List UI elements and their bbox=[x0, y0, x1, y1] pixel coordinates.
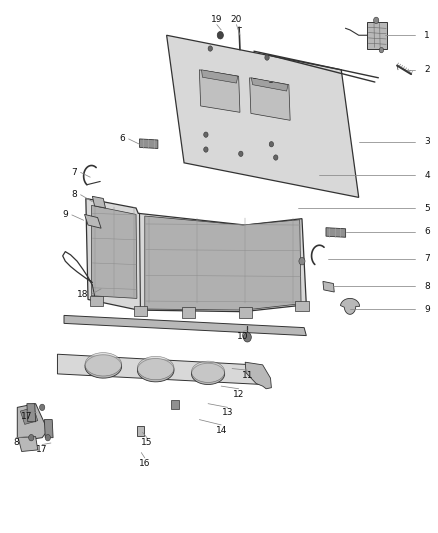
Polygon shape bbox=[340, 298, 360, 314]
Polygon shape bbox=[138, 359, 174, 382]
Polygon shape bbox=[85, 214, 101, 228]
Circle shape bbox=[28, 434, 34, 441]
Text: 6: 6 bbox=[424, 228, 430, 237]
Circle shape bbox=[265, 55, 269, 60]
Text: 3: 3 bbox=[424, 137, 430, 146]
Polygon shape bbox=[92, 196, 106, 208]
Text: 8: 8 bbox=[71, 190, 77, 199]
Text: 12: 12 bbox=[233, 390, 244, 399]
Polygon shape bbox=[92, 205, 137, 298]
Polygon shape bbox=[86, 198, 306, 312]
Text: 8: 8 bbox=[424, 281, 430, 290]
Text: 7: 7 bbox=[424, 254, 430, 263]
Polygon shape bbox=[138, 357, 174, 379]
Polygon shape bbox=[134, 306, 147, 317]
Polygon shape bbox=[17, 403, 48, 439]
Polygon shape bbox=[182, 308, 195, 318]
Circle shape bbox=[269, 142, 274, 147]
Polygon shape bbox=[137, 426, 144, 435]
Text: 18: 18 bbox=[77, 289, 88, 298]
Circle shape bbox=[45, 434, 50, 441]
Text: 20: 20 bbox=[231, 15, 242, 24]
Text: 9: 9 bbox=[424, 304, 430, 313]
Text: 17: 17 bbox=[36, 446, 48, 455]
Text: 14: 14 bbox=[215, 426, 227, 435]
Circle shape bbox=[274, 155, 278, 160]
Circle shape bbox=[379, 47, 384, 53]
Polygon shape bbox=[90, 296, 103, 306]
Circle shape bbox=[208, 46, 212, 51]
Polygon shape bbox=[171, 400, 179, 409]
Text: 7: 7 bbox=[71, 168, 77, 177]
Polygon shape bbox=[27, 403, 35, 422]
Polygon shape bbox=[245, 362, 272, 389]
Circle shape bbox=[217, 31, 223, 39]
Circle shape bbox=[204, 147, 208, 152]
Polygon shape bbox=[20, 407, 38, 424]
Polygon shape bbox=[326, 228, 346, 237]
Polygon shape bbox=[323, 281, 334, 292]
Polygon shape bbox=[239, 308, 252, 318]
Text: 8: 8 bbox=[13, 439, 19, 448]
Text: 19: 19 bbox=[211, 15, 223, 24]
Polygon shape bbox=[145, 216, 301, 310]
Polygon shape bbox=[201, 70, 238, 83]
Circle shape bbox=[239, 151, 243, 157]
Polygon shape bbox=[140, 139, 158, 149]
Text: 6: 6 bbox=[120, 134, 125, 143]
Text: 11: 11 bbox=[242, 371, 253, 380]
Text: 17: 17 bbox=[21, 412, 33, 421]
Text: 9: 9 bbox=[63, 211, 68, 220]
Circle shape bbox=[244, 333, 251, 342]
Polygon shape bbox=[191, 361, 225, 382]
Polygon shape bbox=[85, 355, 122, 378]
Polygon shape bbox=[166, 35, 359, 197]
Polygon shape bbox=[295, 301, 308, 311]
Polygon shape bbox=[57, 354, 263, 384]
Polygon shape bbox=[85, 353, 122, 376]
Text: 16: 16 bbox=[139, 459, 151, 467]
Circle shape bbox=[299, 257, 305, 265]
Text: 13: 13 bbox=[222, 408, 233, 417]
Text: 2: 2 bbox=[424, 66, 430, 74]
Polygon shape bbox=[367, 22, 387, 49]
Text: 5: 5 bbox=[424, 204, 430, 213]
Text: 4: 4 bbox=[424, 171, 430, 180]
Polygon shape bbox=[18, 437, 38, 451]
Polygon shape bbox=[250, 78, 290, 120]
Text: 10: 10 bbox=[237, 332, 249, 341]
Polygon shape bbox=[251, 78, 288, 91]
Polygon shape bbox=[199, 70, 240, 112]
Text: 15: 15 bbox=[141, 439, 153, 448]
Circle shape bbox=[374, 17, 379, 23]
Circle shape bbox=[39, 404, 45, 410]
Polygon shape bbox=[44, 419, 53, 438]
Text: 1: 1 bbox=[424, 31, 430, 40]
Polygon shape bbox=[191, 364, 225, 384]
Circle shape bbox=[204, 132, 208, 138]
Polygon shape bbox=[64, 316, 306, 336]
